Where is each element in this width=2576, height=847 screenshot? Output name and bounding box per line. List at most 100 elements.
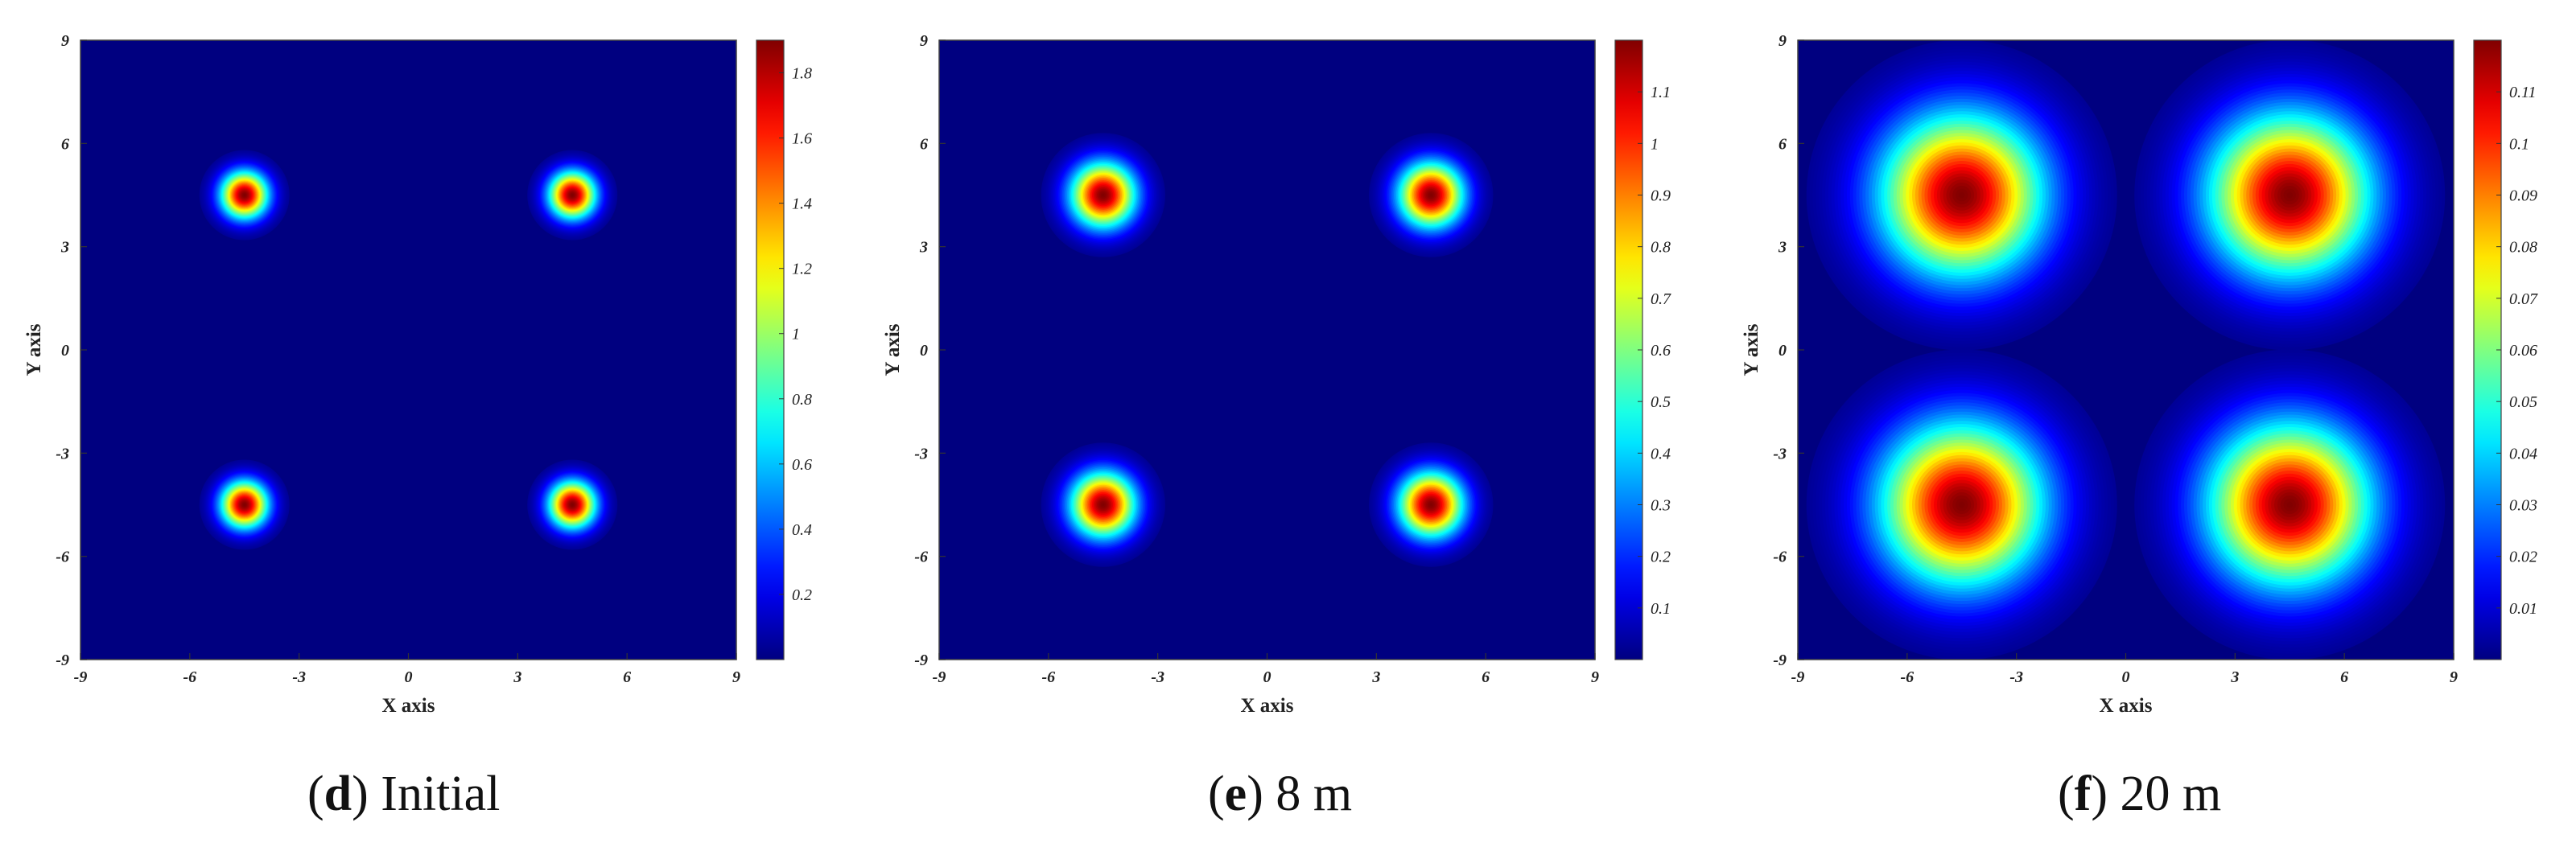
heatmap-peak-4 [527,459,618,550]
colorbar-tick-label: 0.1 [2509,135,2529,153]
colorbar [756,39,785,660]
x-tick-label: 9 [2450,668,2458,686]
heatmap-peak-2 [1369,133,1494,257]
heatmap-chart-f: -9 -6 -3 0 3 6 9 -9 -6 -3 0 3 6 9 X axis Y axis 0.01 0.02… [1741,32,2538,717]
x-tick-label: -9 [1791,668,1805,686]
colorbar-tick-label: 0.8 [1651,239,1671,257]
colorbar-tick-label: 1.4 [792,195,812,213]
heatmap-peak-3 [199,459,290,550]
colorbar-tick-label: 0.6 [792,456,812,474]
colorbar-tick-label: 0.3 [1651,497,1671,515]
x-tick-label: -6 [1041,668,1055,686]
y-tick-label: -6 [1773,549,1787,566]
y-tick-label: -9 [56,652,69,669]
heatmap-peak-2 [2134,39,2446,351]
y-axis-label: Y axis [882,323,904,376]
y-tick-label: 3 [1778,239,1787,257]
colorbar-tick-label: 1 [1651,135,1659,153]
y-tick-label: -3 [56,445,69,463]
heatmap-chart-d: -9 -6 -3 0 3 6 9 -9 -6 -3 0 3 6 9 X axis Y axis 0.2 0.4 0.… [23,32,812,717]
x-tick-label: 9 [732,668,740,686]
y-tick-label: 9 [1778,32,1787,50]
y-tick-label: 3 [919,239,928,257]
colorbar-tick-label: 0.01 [2509,600,2537,618]
y-tick-label: 9 [920,32,928,50]
colorbar-tick-label: 1.2 [792,261,812,278]
x-tick-label: -9 [74,668,88,686]
colorbar-tick-label: 0.08 [2509,239,2537,257]
y-tick-label: -3 [1773,445,1787,463]
colorbar-tick-label: 0.5 [1651,393,1671,411]
x-tick-label: 3 [1371,668,1380,686]
x-axis-label: X axis [1241,695,1294,717]
colorbar-tick-label: 0.4 [1651,445,1671,463]
x-tick-label: -6 [1900,668,1914,686]
y-tick-label: 0 [1778,342,1787,360]
x-tick-label: -3 [1151,668,1164,686]
y-axis-label: Y axis [1741,323,1762,376]
y-tick-label: -6 [914,549,928,566]
y-tick-label: 3 [60,239,69,257]
colorbar-tick-label: 1.8 [792,65,812,83]
x-tick-label: -3 [2009,668,2023,686]
y-tick-label: -9 [1773,652,1787,669]
x-tick-label: 6 [2340,668,2348,686]
colorbar-tick-label: 0.07 [2509,290,2538,308]
colorbar-tick-label: 0.09 [2509,187,2537,205]
heatmap-peak-1 [1041,133,1165,257]
colorbar-tick-label: 1.1 [1651,84,1671,101]
y-tick-label: 0 [61,342,69,360]
x-tick-label: 0 [2122,668,2130,686]
x-axis-label: X axis [2100,695,2153,717]
x-tick-label: -9 [933,668,946,686]
y-tick-label: 6 [920,135,928,153]
heatmap-peak-1 [1806,39,2117,351]
colorbar-tick-label: 0.9 [1651,187,1671,205]
heatmap-peak-3 [1806,349,2117,660]
y-tick-label: -9 [914,652,928,669]
colorbar-tick-label: 1 [792,326,800,343]
colorbar-tick-label: 0.06 [2509,342,2537,360]
heatmap-peak-3 [1041,442,1165,567]
colorbar-tick-label: 0.2 [792,586,812,604]
heatmap-peak-2 [527,150,618,241]
x-tick-label: 6 [1482,668,1490,686]
colorbar-tick-label: 0.6 [1651,342,1671,360]
x-tick-label: -3 [292,668,306,686]
x-tick-label: 3 [2230,668,2239,686]
caption-e: (e) 8 m [1208,767,1353,821]
panel-e: -9 -6 -3 0 3 6 9 -9 -6 -3 0 3 6 9 X axis Y axis 0.1 0.2 0.… [859,0,1717,847]
colorbar-tick-label: 0.7 [1651,290,1671,308]
colorbar-tick-label: 0.05 [2509,393,2537,411]
panel-d: -9 -6 -3 0 3 6 9 -9 -6 -3 0 3 6 9 X axis Y axis 0.2 0.4 0.… [0,0,859,847]
heatmap-peak-4 [2134,349,2446,660]
colorbar-tick-label: 0.2 [1651,549,1671,566]
heatmap-peak-4 [1369,442,1494,567]
caption-d: (d) Initial [307,767,501,821]
x-tick-label: 6 [623,668,631,686]
colorbar-tick-label: 0.03 [2509,497,2537,515]
panel-f: -9 -6 -3 0 3 6 9 -9 -6 -3 0 3 6 9 X axis Y axis 0.01 0.02… [1717,0,2576,847]
colorbar-tick-label: 0.1 [1651,600,1671,618]
x-axis-label: X axis [382,695,435,717]
y-tick-label: 9 [61,32,69,50]
y-tick-label: -3 [914,445,928,463]
caption-text: 8 m [1276,767,1353,821]
x-tick-label: 0 [1263,668,1272,686]
colorbar-tick-label: 0.04 [2509,445,2537,463]
caption-letter: d [324,767,352,821]
y-tick-label: 0 [920,342,928,360]
y-tick-label: 6 [61,135,69,153]
x-tick-label: 3 [513,668,521,686]
y-tick-label: -6 [56,549,69,566]
colorbar-tick-label: 0.02 [2509,549,2537,566]
x-tick-label: 9 [1591,668,1599,686]
y-axis-label: Y axis [23,323,45,376]
x-tick-label: -6 [183,668,196,686]
x-tick-label: 0 [405,668,413,686]
heatmap-background [80,40,736,660]
colorbar-tick-label: 0.4 [792,521,812,539]
colorbar-tick-label: 0.8 [792,391,812,409]
caption-f: (f) 20 m [2058,767,2222,821]
heatmap-peak-1 [199,150,290,241]
